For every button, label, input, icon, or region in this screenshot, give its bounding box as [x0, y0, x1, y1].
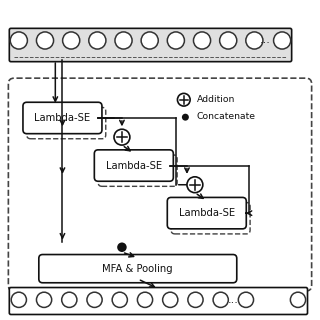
- Text: Lambda-SE: Lambda-SE: [179, 208, 235, 218]
- Text: Addition: Addition: [196, 95, 235, 104]
- Circle shape: [115, 32, 132, 49]
- Text: ...: ...: [260, 36, 270, 45]
- Circle shape: [36, 32, 53, 49]
- Circle shape: [194, 32, 211, 49]
- Text: Lambda-SE: Lambda-SE: [106, 161, 162, 171]
- Circle shape: [141, 32, 158, 49]
- Circle shape: [167, 32, 184, 49]
- FancyBboxPatch shape: [9, 288, 308, 315]
- Circle shape: [87, 292, 102, 308]
- Circle shape: [290, 292, 306, 308]
- Circle shape: [36, 292, 52, 308]
- Circle shape: [112, 292, 127, 308]
- Text: Lambda-SE: Lambda-SE: [34, 113, 91, 123]
- Circle shape: [238, 292, 253, 308]
- Text: MFA & Pooling: MFA & Pooling: [102, 264, 173, 274]
- Circle shape: [188, 292, 203, 308]
- Circle shape: [213, 292, 228, 308]
- Circle shape: [274, 32, 291, 49]
- Circle shape: [89, 32, 106, 49]
- Circle shape: [182, 114, 189, 121]
- Circle shape: [62, 292, 77, 308]
- Circle shape: [163, 292, 178, 308]
- Text: Concatenate: Concatenate: [196, 112, 255, 121]
- Circle shape: [117, 243, 127, 252]
- FancyBboxPatch shape: [167, 197, 246, 229]
- Text: ...: ...: [228, 295, 239, 305]
- Circle shape: [187, 177, 203, 193]
- Circle shape: [10, 32, 28, 49]
- Circle shape: [137, 292, 153, 308]
- FancyBboxPatch shape: [9, 28, 292, 62]
- FancyBboxPatch shape: [94, 150, 173, 181]
- Circle shape: [114, 129, 130, 145]
- Circle shape: [63, 32, 80, 49]
- Circle shape: [246, 32, 263, 49]
- FancyBboxPatch shape: [23, 102, 102, 134]
- FancyBboxPatch shape: [39, 254, 237, 283]
- Circle shape: [178, 93, 190, 106]
- Circle shape: [11, 292, 27, 308]
- Circle shape: [220, 32, 237, 49]
